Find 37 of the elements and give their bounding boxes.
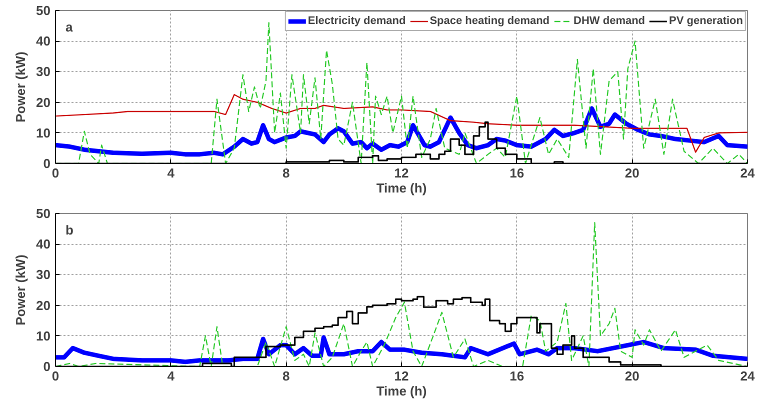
y-tick-label: 20 — [36, 298, 51, 313]
x-tick-label: 8 — [282, 166, 290, 180]
x-axis-title: Time (h) — [376, 180, 427, 196]
y-tick-label: 40 — [36, 236, 51, 252]
legend-label: DHW demand — [574, 14, 646, 28]
line-series — [56, 94, 748, 153]
y-axis-title: Power (kW) — [13, 52, 28, 122]
x-tick-label: 12 — [394, 368, 409, 384]
x-tick-label: 8 — [282, 368, 290, 384]
x-tick-label: 4 — [167, 368, 176, 384]
y-tick-label: 50 — [36, 206, 51, 221]
annotation: a — [66, 20, 74, 34]
y-tick-label: 30 — [36, 64, 51, 80]
y-tick-label: 10 — [36, 125, 51, 140]
y-tick-label: 20 — [36, 94, 51, 110]
legend-label: Space heating demand — [430, 14, 550, 28]
x-tick-label: 20 — [624, 166, 640, 180]
x-tick-label: 20 — [624, 368, 640, 384]
y-tick-label: 0 — [43, 156, 51, 171]
legend-label: Electricity demand — [308, 14, 406, 28]
x-tick-label: 16 — [510, 368, 524, 384]
line-series — [56, 106, 748, 157]
line-series — [56, 335, 748, 364]
x-tick-label: 4 — [167, 166, 176, 180]
x-tick-label: 24 — [740, 368, 756, 384]
x-axis-title: Time (h) — [376, 384, 427, 398]
y-tick-label: 50 — [36, 3, 51, 18]
y-tick-label: 40 — [36, 34, 51, 49]
legend-label: PV generation — [669, 14, 743, 28]
y-axis-title: Power (kW) — [13, 254, 28, 326]
x-tick-label: 24 — [740, 166, 756, 180]
annotation: b — [66, 222, 74, 238]
x-tick-label: 12 — [394, 166, 409, 180]
x-tick-label: 16 — [510, 166, 524, 180]
y-tick-label: 30 — [36, 267, 51, 282]
y-tick-label: 0 — [43, 359, 51, 374]
y-tick-label: 10 — [36, 328, 51, 344]
